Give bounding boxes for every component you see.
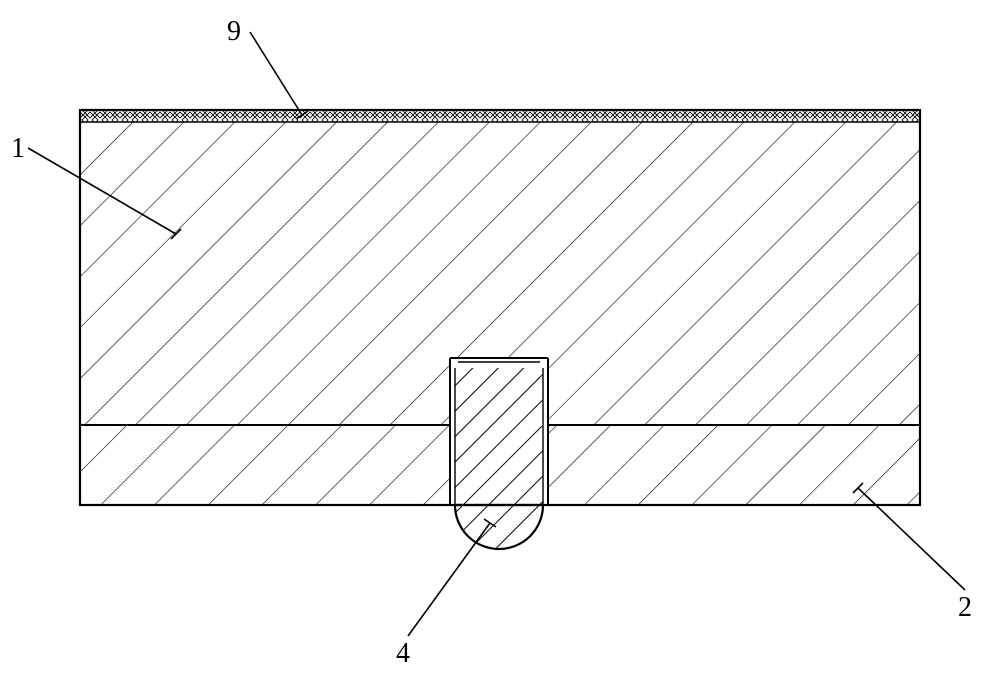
region-plug (450, 358, 548, 549)
diagram-canvas (0, 0, 1000, 687)
label-4: 4 (396, 640, 410, 668)
label-9: 9 (227, 18, 241, 46)
label-1: 1 (11, 135, 25, 163)
label-2: 2 (958, 594, 972, 622)
region-top-band (80, 110, 920, 122)
